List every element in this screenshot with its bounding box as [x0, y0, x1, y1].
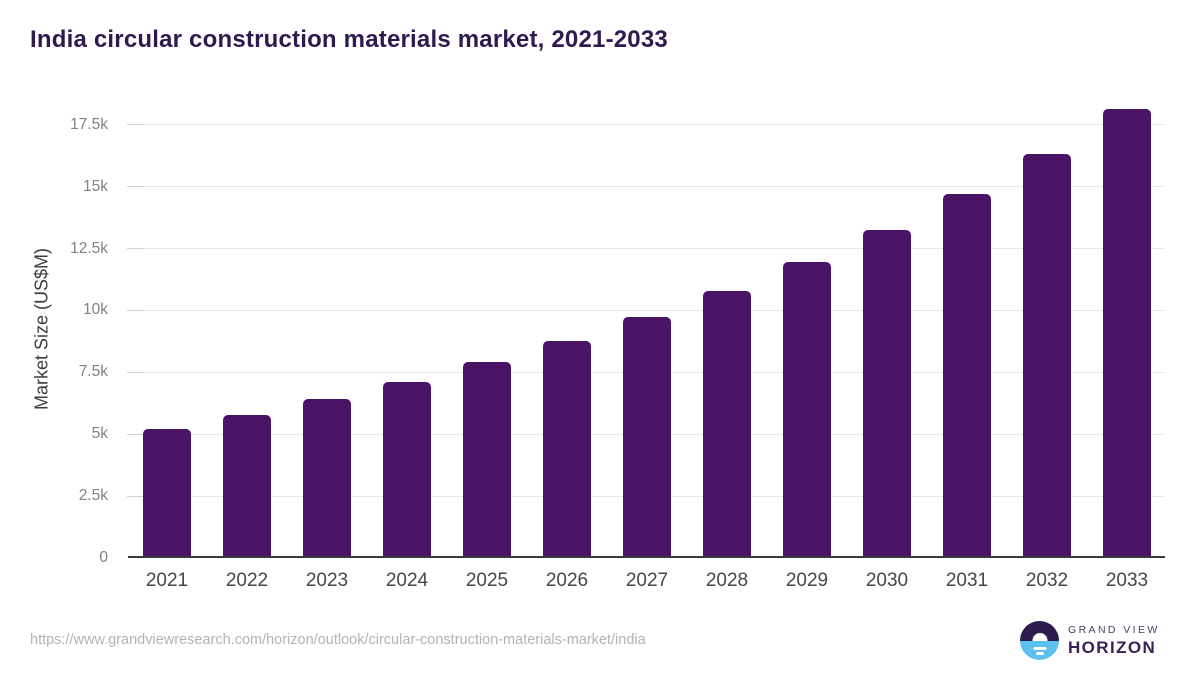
x-tick-label-2024: 2024 [385, 570, 429, 591]
y-tick-mark [127, 248, 144, 250]
y-axis-ticks: 0 2.5k 5k 7.5k 10k 12.5k 15k 17.5k [20, 100, 118, 566]
x-tick-label-2023: 2023 [305, 570, 349, 591]
horizon-sunrise-icon [1020, 621, 1059, 660]
x-axis-ticks: 2021 2022 2023 2024 2025 2026 2027 2028 2029 2030… [128, 560, 1165, 600]
y-tick-label: 2.5k [78, 487, 108, 505]
bar-2032 [1023, 153, 1071, 556]
logo-text: GRAND VIEW HORIZON [1068, 624, 1160, 658]
gridline [128, 248, 1165, 250]
logo-brand-name: GRAND VIEW [1068, 623, 1160, 636]
y-tick-mark [127, 124, 144, 126]
x-tick-label-2028: 2028 [705, 570, 749, 591]
bar-2027 [623, 317, 671, 556]
bar-2021 [143, 428, 191, 556]
plot-area [127, 100, 1165, 558]
y-tick-mark [127, 371, 144, 373]
bar-2024 [383, 381, 431, 556]
x-tick-label-2031: 2031 [945, 570, 989, 591]
x-tick-label-2021: 2021 [145, 570, 189, 591]
x-tick-label-2022: 2022 [225, 570, 269, 591]
y-tick-label: 17.5k [70, 115, 108, 133]
gridline [128, 309, 1165, 311]
source-url: https://www.grandviewresearch.com/horizo… [30, 632, 646, 648]
bar-2022 [223, 414, 271, 556]
y-tick-mark [127, 186, 144, 188]
bar-2033 [1103, 109, 1151, 556]
x-tick-label-2029: 2029 [785, 570, 829, 591]
y-tick-label: 10k [83, 301, 108, 319]
y-tick-label: 12.5k [70, 239, 108, 257]
bar-2023 [303, 398, 351, 556]
y-tick-mark [127, 495, 144, 497]
gridline [128, 186, 1165, 188]
bar-2031 [943, 193, 991, 556]
y-tick-label: 7.5k [78, 363, 108, 381]
x-tick-label-2025: 2025 [465, 570, 509, 591]
x-tick-label-2032: 2032 [1025, 570, 1069, 591]
grand-view-horizon-logo: GRAND VIEW HORIZON [1020, 621, 1160, 660]
bar-2028 [703, 291, 751, 556]
gridline [128, 124, 1165, 126]
x-tick-label-2033: 2033 [1105, 570, 1149, 591]
bar-2026 [543, 341, 591, 556]
y-tick-label: 0 [99, 549, 108, 566]
x-tick-label-2030: 2030 [865, 570, 909, 591]
chart-title: India circular construction materials ma… [30, 26, 668, 53]
y-tick-label: 5k [91, 425, 108, 443]
y-tick-label: 15k [83, 177, 108, 195]
x-tick-label-2027: 2027 [625, 570, 669, 591]
y-tick-mark [127, 309, 144, 311]
y-tick-mark [127, 433, 144, 435]
bar-2029 [783, 261, 831, 556]
x-tick-label-2026: 2026 [545, 570, 589, 591]
bar-2025 [463, 362, 511, 556]
bar-2030 [863, 229, 911, 556]
logo-product-name: HORIZON [1068, 637, 1157, 657]
